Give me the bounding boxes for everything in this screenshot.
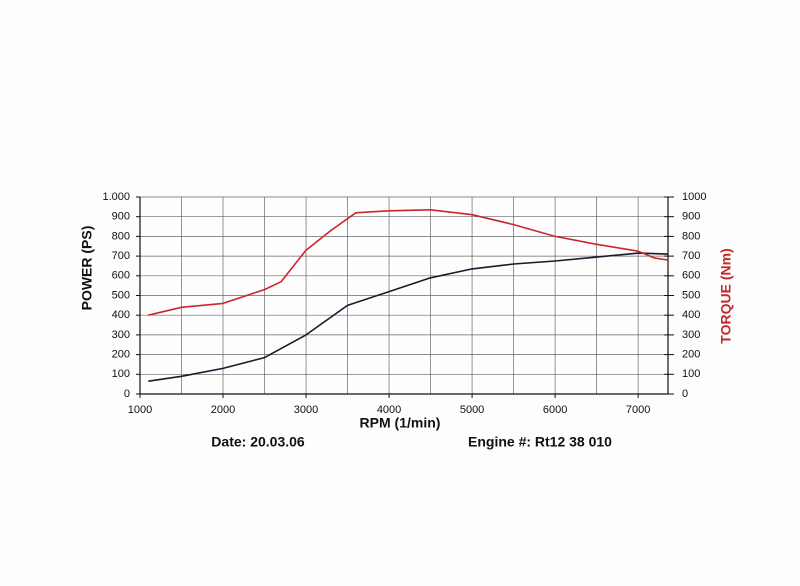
y2-tick-label: 900 bbox=[682, 211, 700, 223]
y-tick-label: 800 bbox=[112, 230, 130, 242]
x-tick-label: 5000 bbox=[460, 404, 484, 416]
x-tick-label: 3000 bbox=[294, 404, 318, 416]
series-line bbox=[148, 252, 669, 382]
y2-tick-label: 700 bbox=[682, 250, 700, 262]
x-tick-label: 2000 bbox=[211, 404, 235, 416]
y2-tick-label: 200 bbox=[682, 349, 700, 361]
y2-axis-label: TORQUE (Nm) bbox=[718, 248, 734, 343]
y2-tick-label: 0 bbox=[682, 388, 688, 400]
y-tick-label: 600 bbox=[112, 270, 130, 282]
y2-tick-label: 800 bbox=[682, 230, 700, 242]
y2-tick-label: 300 bbox=[682, 329, 700, 341]
engine-annotation: Engine #: Rt12 38 010 bbox=[468, 434, 612, 450]
y-tick-label: 1.000 bbox=[102, 191, 130, 203]
y-tick-label: 500 bbox=[112, 289, 130, 301]
y-tick-label: 700 bbox=[112, 250, 130, 262]
date-annotation: Date: 20.03.06 bbox=[211, 434, 305, 450]
y-tick-label: 400 bbox=[112, 309, 130, 321]
y2-tick-label: 1000 bbox=[682, 191, 706, 203]
y2-tick-label: 400 bbox=[682, 309, 700, 321]
y-tick-label: 900 bbox=[112, 211, 130, 223]
x-tick-label: 6000 bbox=[543, 404, 567, 416]
x-axis-label: RPM (1/min) bbox=[360, 415, 441, 431]
y2-tick-label: 600 bbox=[682, 270, 700, 282]
y2-tick-label: 500 bbox=[682, 289, 700, 301]
y-tick-label: 200 bbox=[112, 349, 130, 361]
y-tick-label: 300 bbox=[112, 329, 130, 341]
x-tick-label: 1000 bbox=[128, 404, 152, 416]
y2-tick-label: 100 bbox=[682, 368, 700, 380]
x-tick-label: 4000 bbox=[377, 404, 401, 416]
y-tick-label: 100 bbox=[112, 368, 130, 380]
series-line bbox=[148, 209, 669, 316]
y-axis-label: POWER (PS) bbox=[79, 226, 95, 311]
x-tick-label: 7000 bbox=[626, 404, 650, 416]
y-tick-label: 0 bbox=[124, 388, 130, 400]
